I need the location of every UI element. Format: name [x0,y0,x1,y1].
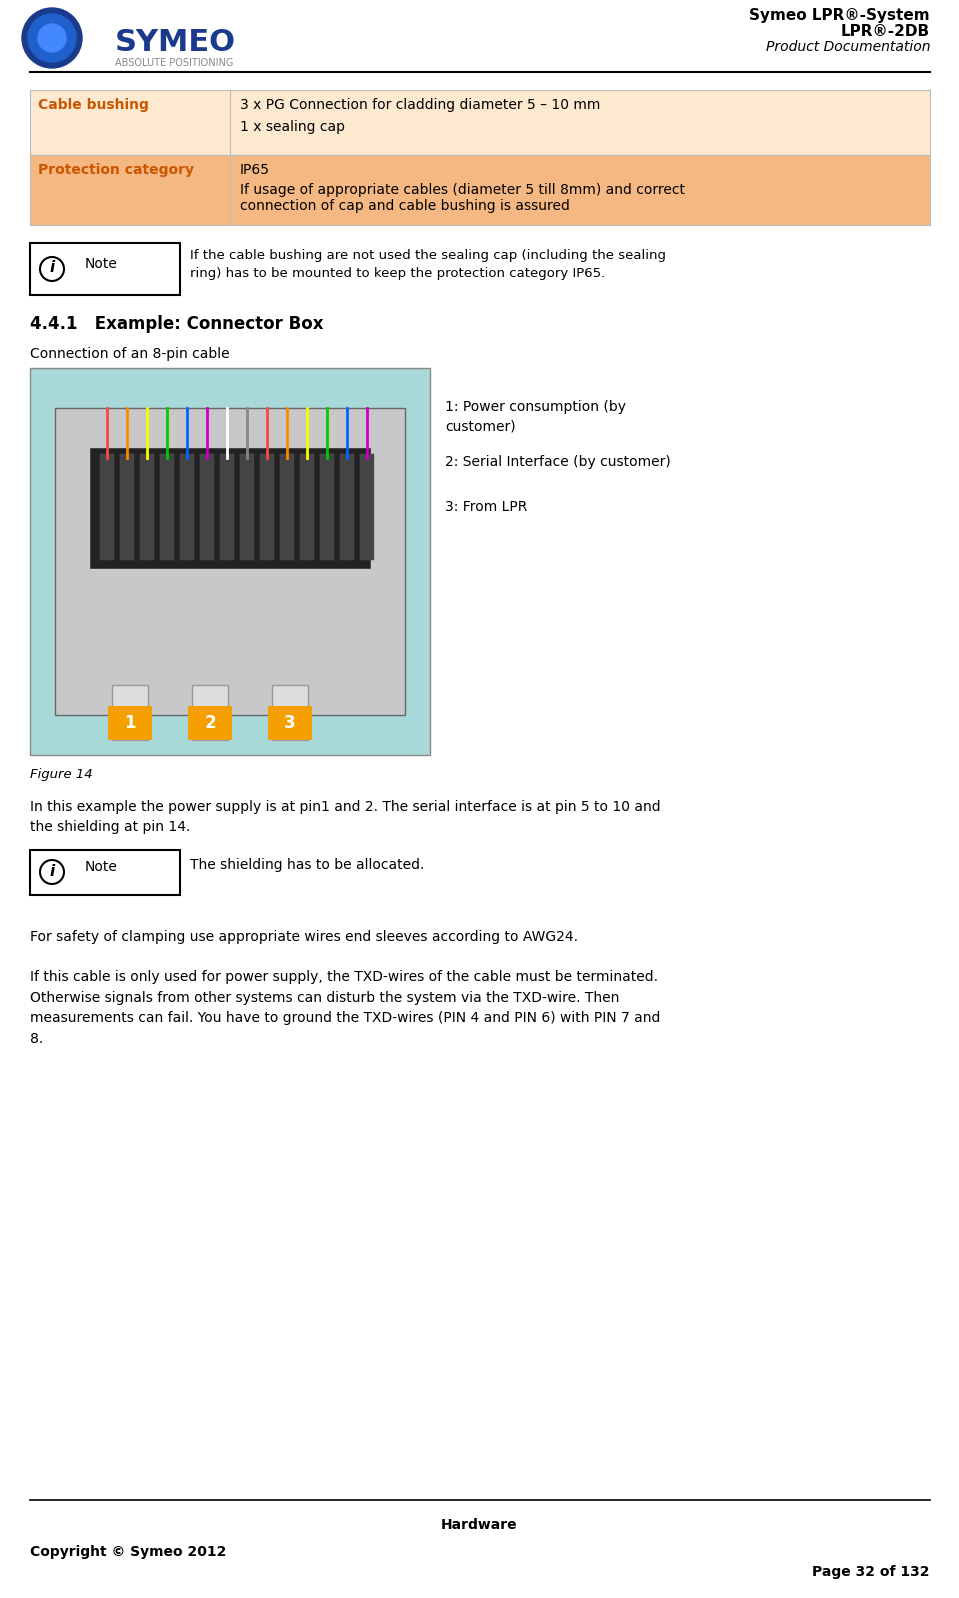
Bar [120,454,134,559]
Bar [260,454,274,559]
Bar [300,454,314,559]
Text: 2: 2 [204,714,216,732]
Text: If usage of appropriate cables (diameter 5 till 8mm) and correct
connection of c: If usage of appropriate cables (diameter… [240,184,685,213]
Text: Protection category: Protection category [38,163,194,177]
Bar [220,454,234,559]
FancyBboxPatch shape [268,706,312,740]
Text: Hardware: Hardware [441,1518,517,1532]
Circle shape [38,24,66,53]
Text: Connection of an 8-pin cable: Connection of an 8-pin cable [30,347,229,361]
Text: If the cable bushing are not used the sealing cap (including the sealing
ring) h: If the cable bushing are not used the se… [190,249,666,280]
Text: If this cable is only used for power supply, the TXD-wires of the cable must be : If this cable is only used for power sup… [30,970,661,1045]
Circle shape [22,8,82,69]
Bar [140,454,154,559]
Bar [112,686,148,740]
Bar [192,686,228,740]
Text: SYMEO: SYMEO [115,29,236,58]
Circle shape [40,257,64,281]
Text: 3: 3 [284,714,295,732]
Bar [200,454,214,559]
FancyBboxPatch shape [108,706,152,740]
Bar [30,368,430,754]
Text: i: i [49,863,55,879]
Text: In this example the power supply is at pin1 and 2. The serial interface is at pi: In this example the power supply is at p… [30,801,661,834]
Text: 1: Power consumption (by
customer): 1: Power consumption (by customer) [445,400,626,433]
Text: ABSOLUTE POSITIONING: ABSOLUTE POSITIONING [115,58,233,69]
Bar [320,454,334,559]
Text: Copyright © Symeo 2012: Copyright © Symeo 2012 [30,1545,226,1560]
Bar [55,407,405,714]
Text: i: i [49,260,55,275]
Text: Symeo LPR®-System: Symeo LPR®-System [749,8,930,22]
FancyBboxPatch shape [30,155,930,225]
Text: Note: Note [85,860,118,874]
Text: Cable bushing: Cable bushing [38,97,149,112]
Text: Figure 14: Figure 14 [30,769,93,781]
Bar [280,454,294,559]
FancyBboxPatch shape [188,706,232,740]
Text: 3: From LPR: 3: From LPR [445,500,527,515]
FancyBboxPatch shape [30,89,930,155]
Bar [30,243,180,296]
Circle shape [40,860,64,884]
Bar [180,454,194,559]
Bar [100,454,114,559]
Bar [160,454,174,559]
Text: For safety of clamping use appropriate wires end sleeves according to AWG24.: For safety of clamping use appropriate w… [30,930,578,944]
Text: Product Documentation: Product Documentation [765,40,930,54]
Text: 4.4.1   Example: Connector Box: 4.4.1 Example: Connector Box [30,315,323,332]
Circle shape [28,14,76,62]
Text: Page 32 of 132: Page 32 of 132 [812,1564,930,1579]
Bar [30,850,180,895]
Text: Note: Note [85,257,118,272]
Text: 1: 1 [125,714,136,732]
Text: 3 x PG Connection for cladding diameter 5 – 10 mm: 3 x PG Connection for cladding diameter … [240,97,600,112]
Bar [272,686,308,740]
Bar [90,447,370,567]
Bar [360,454,374,559]
Text: 2: Serial Interface (by customer): 2: Serial Interface (by customer) [445,455,670,468]
Bar [340,454,354,559]
Text: IP65: IP65 [240,163,270,177]
Text: 1 x sealing cap: 1 x sealing cap [240,120,345,134]
Bar [240,454,254,559]
Text: LPR®-2DB: LPR®-2DB [841,24,930,38]
Text: The shielding has to be allocated.: The shielding has to be allocated. [190,858,425,873]
